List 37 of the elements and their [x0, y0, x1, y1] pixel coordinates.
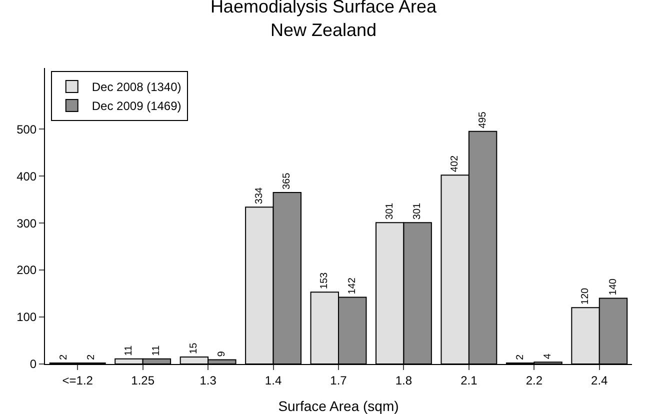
x-tick-label: 1.3 [200, 373, 217, 388]
data-label: 2 [58, 354, 70, 360]
data-label: 142 [346, 277, 358, 294]
x-tick-label: 2.4 [591, 373, 608, 388]
data-label: 402 [450, 154, 461, 172]
legend-label: Dec 2009 (1469) [92, 99, 182, 114]
data-label: 120 [580, 287, 592, 305]
x-axis-title: Surface Area (sqm) [278, 398, 399, 414]
data-label: 153 [319, 272, 330, 290]
data-label: 11 [123, 345, 134, 356]
legend-label: Dec 2008 (1340) [92, 80, 182, 94]
x-tick-label: 2.1 [460, 373, 478, 388]
y-tick-label: 0 [30, 357, 37, 372]
data-label: 301 [412, 202, 424, 220]
data-label: 365 [282, 172, 293, 190]
data-label: 495 [477, 111, 488, 128]
data-label: 301 [384, 202, 396, 220]
chart-subtitle: New Zealand [270, 20, 377, 40]
data-label: 11 [151, 345, 162, 356]
data-label: 334 [254, 186, 265, 204]
y-tick-label: 100 [16, 310, 37, 324]
data-label: 4 [542, 353, 554, 360]
x-tick-label: 2.2 [526, 373, 543, 388]
x-tick-label: <=1.2 [62, 373, 94, 388]
y-tick-label: 200 [16, 263, 37, 278]
y-tick-label: 500 [16, 122, 37, 136]
x-tick-label: 1.8 [395, 373, 412, 388]
x-tick-label: 1.25 [131, 373, 155, 388]
y-tick-label: 300 [16, 216, 37, 230]
data-label: 140 [608, 278, 619, 296]
data-label: 2 [514, 354, 526, 360]
data-label: 9 [216, 350, 228, 357]
data-label: 2 [86, 354, 97, 360]
x-tick-label: 1.7 [330, 373, 348, 388]
data-label: 15 [188, 342, 200, 354]
x-tick-label: 1.4 [264, 373, 282, 388]
y-tick-label: 400 [16, 169, 37, 184]
